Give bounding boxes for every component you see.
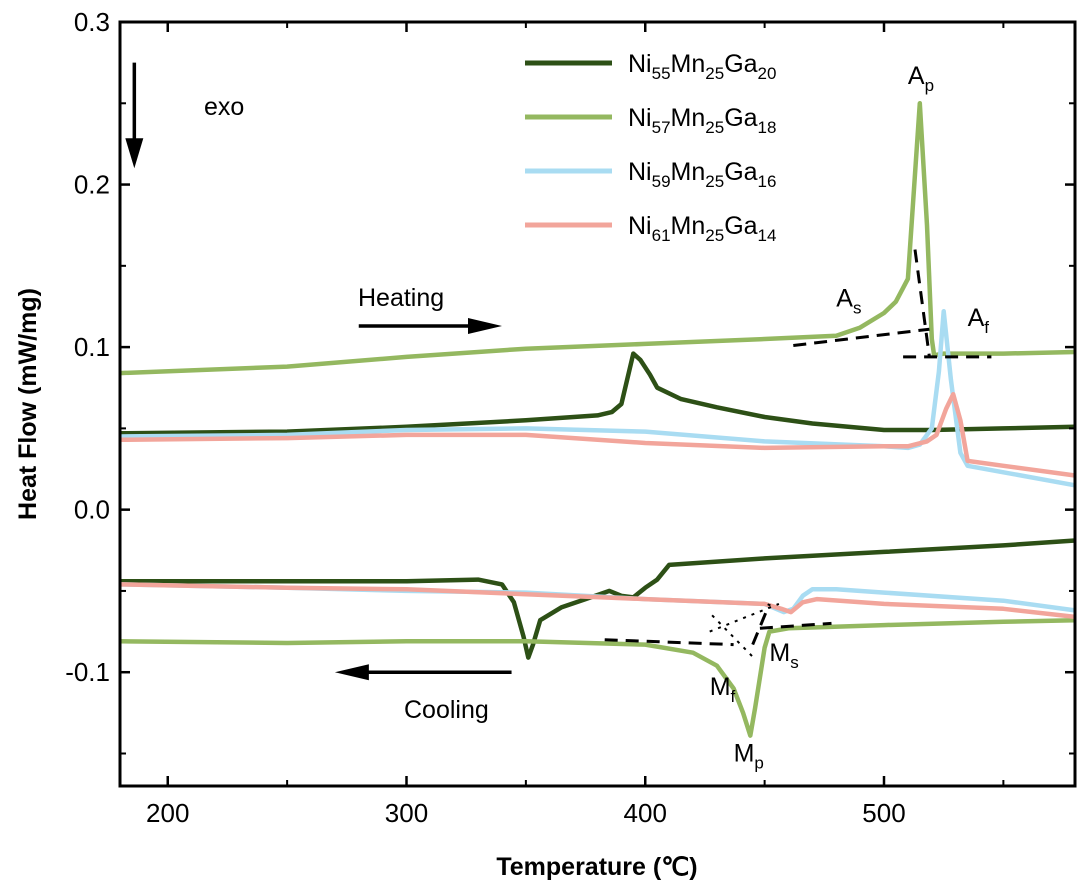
series-2-cooling-line [119,617,1076,738]
tangent-line-6 [751,603,771,646]
tangent-line-5 [759,621,832,630]
cooling-arrow-head [334,664,369,681]
tangent-line-3 [913,249,931,358]
legend-label: Ni61Mn25Ga14 [628,212,776,245]
annotation-ms: Ms [769,639,798,672]
x-tick-label: 200 [146,798,189,828]
series-4-heating-line [119,391,1076,478]
series-2-heating-line [119,101,1076,376]
legend-label: Ni57Mn25Ga18 [628,104,776,137]
heating-label: Heating [358,284,444,312]
y-tick-label: 0.2 [74,170,110,200]
y-tick-label: 0.3 [74,7,110,37]
annotation-af: Af [968,304,990,337]
legend-label: Ni59Mn25Ga16 [628,158,776,191]
x-tick-label: 400 [624,798,667,828]
annotations-group: Ap As Af Mf Ms Mp [710,62,990,773]
annotation-as: As [836,284,861,317]
guide-line-1 [711,614,756,660]
y-tick-label: 0.0 [74,495,110,525]
series-1-heating-line [119,351,1076,436]
guide-line-2 [709,602,780,633]
annotation-mp: Mp [734,740,764,773]
heating-arrow-head [468,317,502,334]
legend: Ni55Mn25Ga20 Ni57Mn25Ga18 Ni59Mn25Ga16 Ni61… [525,50,776,245]
exo-arrow-head [125,138,144,169]
plot-frame [118,20,1077,788]
legend-label: Ni55Mn25Ga20 [628,50,776,83]
arrows-group [125,62,512,681]
tangent-line-4 [604,638,734,647]
series-1-cooling-line [120,538,1076,660]
axis-ticks-group: 200 300 400 500 -0.1 0.0 0.1 0.2 0.3 [65,7,1075,828]
tangent-line-1 [793,327,930,347]
x-tick-label: 500 [862,798,905,828]
x-tick-label: 300 [385,798,428,828]
x-axis-title: Temperature (℃) [496,853,697,881]
series-4-cooling-line [119,582,1076,620]
y-tick-label: -0.1 [65,657,110,687]
series-group [119,101,1076,738]
y-axis-title: Heat Flow (mW/mg) [14,288,42,520]
annotation-mf: Mf [710,673,736,706]
y-tick-label: 0.1 [74,332,110,362]
cooling-label: Cooling [404,696,489,724]
tangent-lines-group [604,249,992,660]
exo-label: exo [204,93,244,121]
annotation-ap: Ap [908,62,934,95]
